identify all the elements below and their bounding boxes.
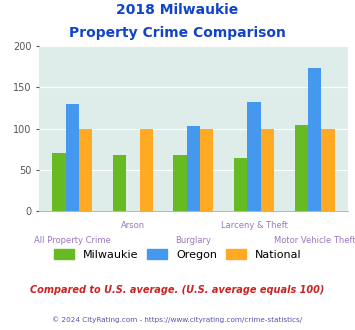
Bar [308,68,321,211]
Bar [200,129,213,211]
Text: Motor Vehicle Theft: Motor Vehicle Theft [274,236,355,245]
Bar [295,124,308,211]
Bar [53,153,66,211]
Legend: Milwaukie, Oregon, National: Milwaukie, Oregon, National [54,249,301,260]
Bar [261,129,274,211]
Bar [234,158,247,211]
Bar [247,102,261,211]
Bar [113,155,126,211]
Text: © 2024 CityRating.com - https://www.cityrating.com/crime-statistics/: © 2024 CityRating.com - https://www.city… [53,317,302,323]
Bar [140,129,153,211]
Text: Larceny & Theft: Larceny & Theft [220,221,288,230]
Text: Burglary: Burglary [175,236,212,245]
Text: Arson: Arson [121,221,145,230]
Text: All Property Crime: All Property Crime [34,236,111,245]
Text: Compared to U.S. average. (U.S. average equals 100): Compared to U.S. average. (U.S. average … [30,285,325,295]
Bar [187,126,200,211]
Bar [79,129,92,211]
Bar [66,104,79,211]
Text: 2018 Milwaukie: 2018 Milwaukie [116,3,239,17]
Bar [174,155,187,211]
Bar [321,129,334,211]
Text: Property Crime Comparison: Property Crime Comparison [69,26,286,40]
